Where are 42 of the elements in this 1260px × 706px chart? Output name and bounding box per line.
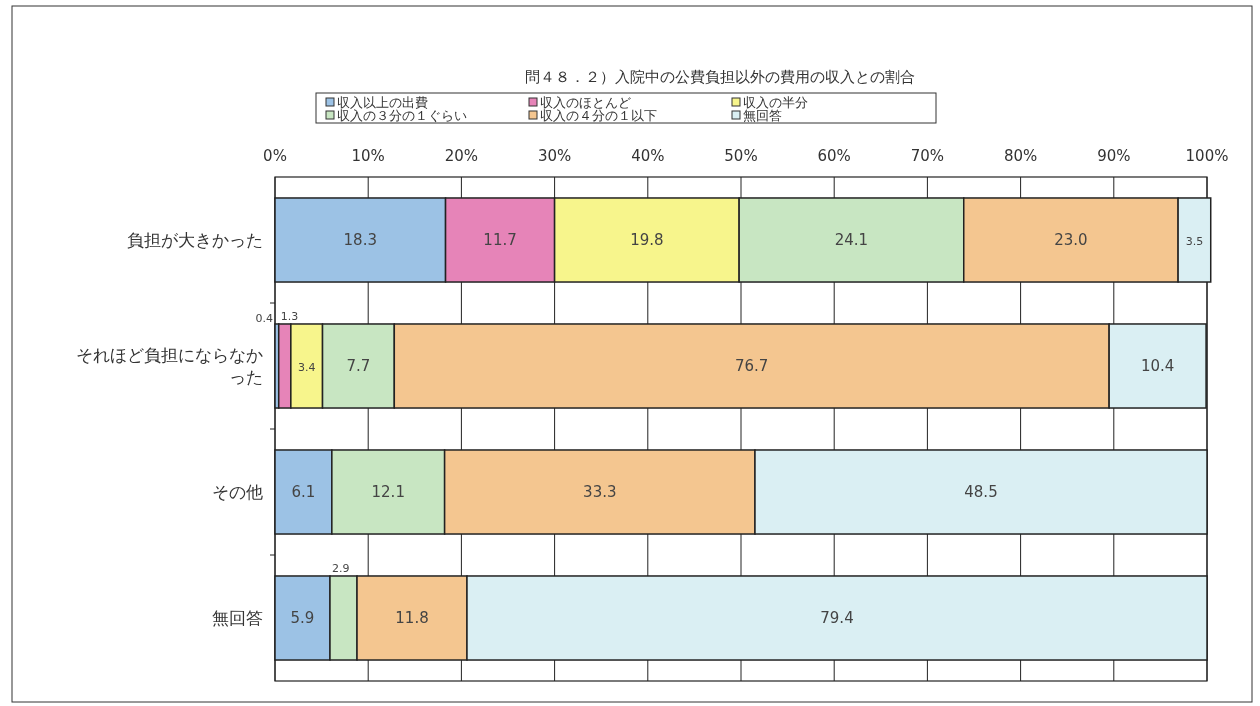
legend-label: 収入の３分の１ぐらい <box>337 108 467 123</box>
chart-title: 問４８．２）入院中の公費負担以外の費用の収入との割合 <box>525 68 915 86</box>
x-tick-label: 50% <box>724 147 758 165</box>
data-label: 1.3 <box>280 309 299 323</box>
x-tick-label: 80% <box>1003 147 1038 165</box>
data-label: 3.4 <box>297 361 316 374</box>
data-label: 23.0 <box>1054 231 1088 249</box>
x-tick-label: 60% <box>817 147 851 165</box>
x-tick-label: 40% <box>631 147 665 165</box>
legend-label: 収入のほとんど <box>540 95 631 110</box>
data-label: 18.3 <box>343 231 377 249</box>
data-label: 76.7 <box>735 357 769 375</box>
data-label: 79.4 <box>820 609 854 627</box>
data-label: 11.7 <box>483 231 517 249</box>
y-tick-label: 負担が大きかった <box>127 230 263 250</box>
data-label: 6.1 <box>291 483 316 501</box>
y-tick-label: その他 <box>212 482 263 502</box>
data-label: 19.8 <box>630 231 664 249</box>
data-label: 0.4 <box>255 311 273 325</box>
data-label: 7.7 <box>346 357 371 375</box>
data-label: 48.5 <box>964 483 998 501</box>
data-label: 24.1 <box>834 231 869 249</box>
data-label: 2.9 <box>331 561 350 575</box>
legend-label: 収入以上の出費 <box>337 95 428 110</box>
data-label: 3.5 <box>1185 235 1204 248</box>
data-label: 10.4 <box>1140 357 1175 375</box>
x-tick-label: 90% <box>1097 147 1131 165</box>
x-tick-label: 20% <box>444 147 479 165</box>
data-label: 11.8 <box>395 609 429 627</box>
y-tick-label: それほど負担にならなかった <box>76 345 263 387</box>
x-tick-label: 0% <box>263 147 287 165</box>
legend-label: 無回答 <box>743 108 782 123</box>
x-tick-label: 30% <box>537 147 572 165</box>
x-tick-label: 10% <box>351 147 385 165</box>
legend-label: 収入の半分 <box>743 95 808 110</box>
data-label: 33.3 <box>583 483 617 501</box>
x-tick-label: 70% <box>910 147 945 165</box>
data-label: 12.1 <box>371 483 405 501</box>
data-label: 5.9 <box>290 609 315 627</box>
y-tick-label: 無回答 <box>212 608 263 628</box>
legend-label: 収入の４分の１以下 <box>540 108 657 123</box>
x-tick-label: 100% <box>1185 147 1229 165</box>
